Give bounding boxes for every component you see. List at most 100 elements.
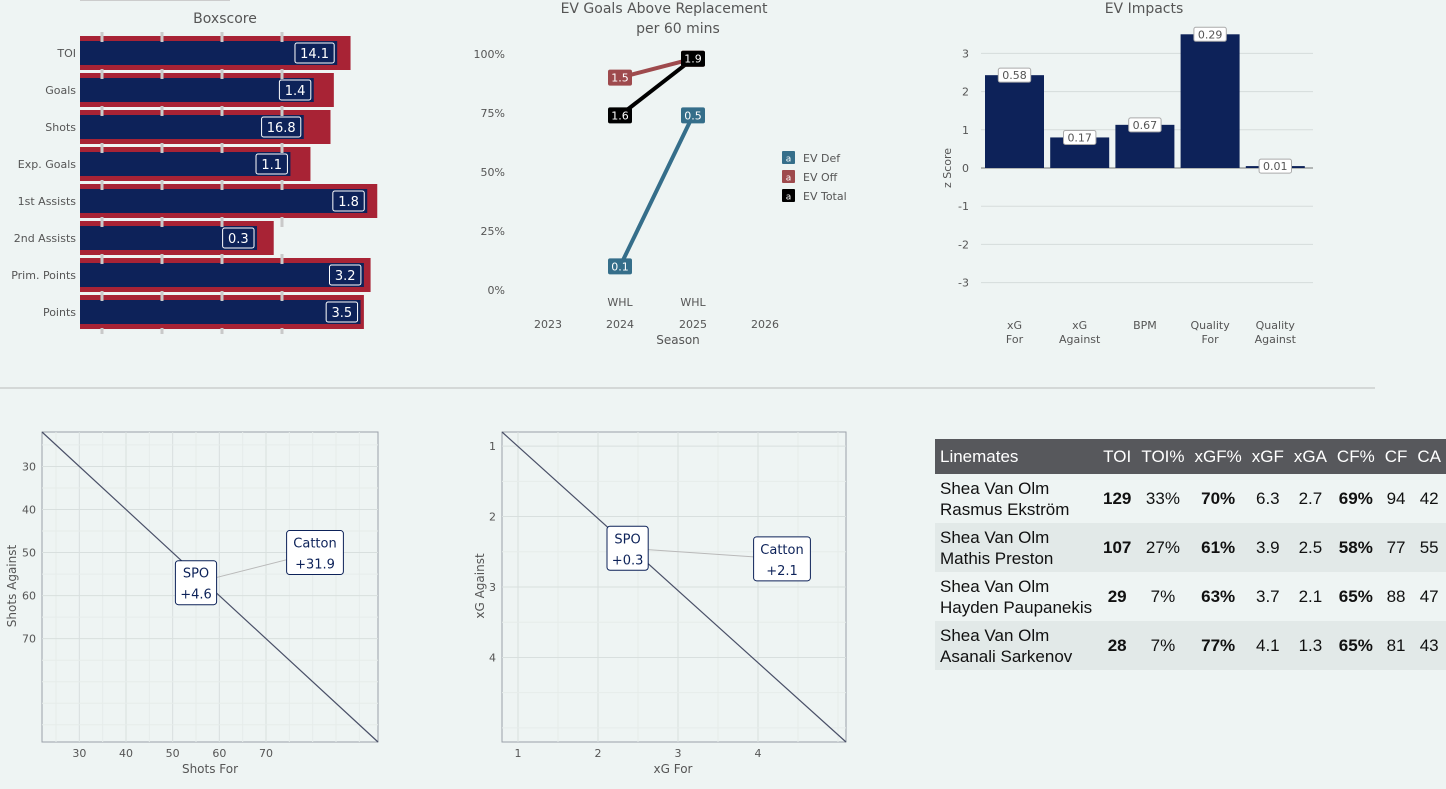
linemates-cell: Shea Van Olm Asanali Sarkenov xyxy=(935,621,1098,670)
boxscore-bar xyxy=(80,41,338,65)
impacts-y-tick: -3 xyxy=(958,277,969,290)
boxscore-value-box xyxy=(332,190,365,212)
xg-point-name: SPO xyxy=(614,532,640,547)
shots-y-tick: 40 xyxy=(22,504,36,517)
shots-point-name: SPO xyxy=(183,567,209,582)
xgf-pct-cell: 70% xyxy=(1189,474,1247,523)
xg-y-tick: 2 xyxy=(489,511,496,524)
cf-cell: 77 xyxy=(1379,523,1413,572)
shots-ylabel: Shots Against xyxy=(5,545,19,628)
gar-y-tick: 25% xyxy=(481,225,505,238)
impacts-y-tick: -1 xyxy=(958,200,969,213)
toi-cell: 28 xyxy=(1098,621,1137,670)
ca-cell: 47 xyxy=(1412,572,1446,621)
ca-cell: 42 xyxy=(1412,474,1446,523)
player-name: Shea Van Olm xyxy=(940,478,1050,498)
col-cf: CF xyxy=(1379,439,1413,474)
xg-y-tick: 4 xyxy=(489,651,496,664)
impacts-x-tick: Against xyxy=(1059,333,1101,346)
boxscore-value-label: 1.8 xyxy=(338,195,359,210)
shots-point-value: +4.6 xyxy=(180,588,212,603)
impacts-value-box xyxy=(1063,129,1097,145)
ca-cell: 43 xyxy=(1412,621,1446,670)
shots-x-tick: 70 xyxy=(259,747,273,760)
shots-point-value: +31.9 xyxy=(295,558,335,573)
xg-label-box xyxy=(753,536,811,582)
gar-x-tick: 2023 xyxy=(534,318,562,331)
boxscore-category-label: Prim. Points xyxy=(11,269,76,282)
shots-scatter-chart: Shots For Shots Against 30 40 50 60 70 30 40 50… xyxy=(5,431,379,776)
gar-legend-key-glyph: a xyxy=(786,174,792,184)
xg-y-tick: 3 xyxy=(489,581,496,594)
boxscore-value-label: 16.8 xyxy=(267,121,296,136)
shots-plot-frame xyxy=(41,431,379,743)
impacts-value-label: 0.58 xyxy=(1002,69,1027,82)
boxscore-bar xyxy=(80,263,364,287)
xgf-cell: 3.7 xyxy=(1246,572,1289,621)
impacts-x-tick: For xyxy=(1202,333,1220,346)
cf-cell: 94 xyxy=(1379,474,1413,523)
xg-x-tick: 3 xyxy=(675,747,682,760)
boxscore-category-label: Shots xyxy=(45,121,76,134)
xg-xlabel: xG For xyxy=(654,762,693,776)
gar-legend-label: EV Def xyxy=(803,152,841,165)
boxscore-value-box xyxy=(255,153,288,175)
toi-pct-cell: 7% xyxy=(1136,621,1190,670)
player-name: Mathis Preston xyxy=(940,548,1054,568)
col-linemates: Linemates xyxy=(935,439,1098,474)
gar-subtitle: per 60 mins xyxy=(636,21,720,37)
boxscore-value-box xyxy=(329,264,362,286)
boxscore-bar xyxy=(80,152,291,176)
impacts-value-label: 0.67 xyxy=(1133,119,1158,132)
gar-series-line xyxy=(619,56,694,80)
ev-gar-chart: EV Goals Above Replacement per 60 mins S… xyxy=(474,1,847,347)
linemates-cell: Shea Van Olm Rasmus Ekström xyxy=(935,474,1098,523)
cf-pct-cell: 58% xyxy=(1331,523,1380,572)
table-row: Shea Van Olm Asanali Sarkenov 28 7% 77% 4… xyxy=(935,621,1446,670)
ca-cell: 55 xyxy=(1412,523,1446,572)
impacts-x-tick: xG xyxy=(1007,319,1022,332)
player-name: Rasmus Ekström xyxy=(940,499,1070,519)
linemates-table: Linemates TOI TOI% xGF% xGF xGA CF% CF C… xyxy=(935,439,1446,670)
shots-x-tick: 40 xyxy=(119,747,133,760)
player-name: Asanali Sarkenov xyxy=(940,646,1073,666)
col-xgf: xGF xyxy=(1246,439,1289,474)
impacts-x-tick: xG xyxy=(1072,319,1087,332)
boxscore-value-box xyxy=(278,79,312,101)
gar-xlabel: Season xyxy=(656,333,700,347)
impacts-title: EV Impacts xyxy=(1105,1,1184,17)
table-row: Shea Van Olm Rasmus Ekström 129 33% 70% 6… xyxy=(935,474,1446,523)
shots-label-box xyxy=(174,560,218,606)
linemates-header-row: Linemates TOI TOI% xGF% xGF xGA CF% CF C… xyxy=(935,439,1446,474)
toi-cell: 129 xyxy=(1098,474,1137,523)
gar-legend-key xyxy=(782,170,795,183)
shots-y-tick: 50 xyxy=(22,547,36,560)
impacts-x-tick: Quality xyxy=(1256,319,1296,332)
shots-y-tick: 70 xyxy=(22,633,36,646)
player-name: Hayden Paupanekis xyxy=(940,597,1093,617)
shots-x-tick: 30 xyxy=(72,747,86,760)
impacts-value-box xyxy=(1128,117,1162,133)
impacts-y-tick: -2 xyxy=(958,238,969,251)
col-ca: CA xyxy=(1412,439,1446,474)
xga-cell: 2.1 xyxy=(1288,572,1332,621)
toi-pct-cell: 7% xyxy=(1136,572,1190,621)
gar-point-marker xyxy=(608,107,632,124)
linemates-cell: Shea Van Olm Hayden Paupanekis xyxy=(935,572,1098,621)
impacts-x-tick: For xyxy=(1006,333,1024,346)
gar-y-tick: 50% xyxy=(481,166,505,179)
xgf-cell: 6.3 xyxy=(1246,474,1289,523)
gar-y-tick: 0% xyxy=(488,284,505,297)
cf-cell: 81 xyxy=(1379,621,1413,670)
gar-series-line xyxy=(618,114,695,268)
impacts-x-tick: Quality xyxy=(1190,319,1230,332)
col-cf-pct: CF% xyxy=(1331,439,1380,474)
impacts-y-tick: 0 xyxy=(962,162,969,175)
gar-legend-key-glyph: a xyxy=(786,193,792,203)
col-xgf-pct: xGF% xyxy=(1189,439,1247,474)
xg-x-tick: 1 xyxy=(515,747,522,760)
shots-x-tick: 50 xyxy=(166,747,180,760)
table-row: Shea Van Olm Mathis Preston 107 27% 61% 3… xyxy=(935,523,1446,572)
col-xga: xGA xyxy=(1288,439,1332,474)
boxscore-category-label: TOI xyxy=(56,47,76,60)
